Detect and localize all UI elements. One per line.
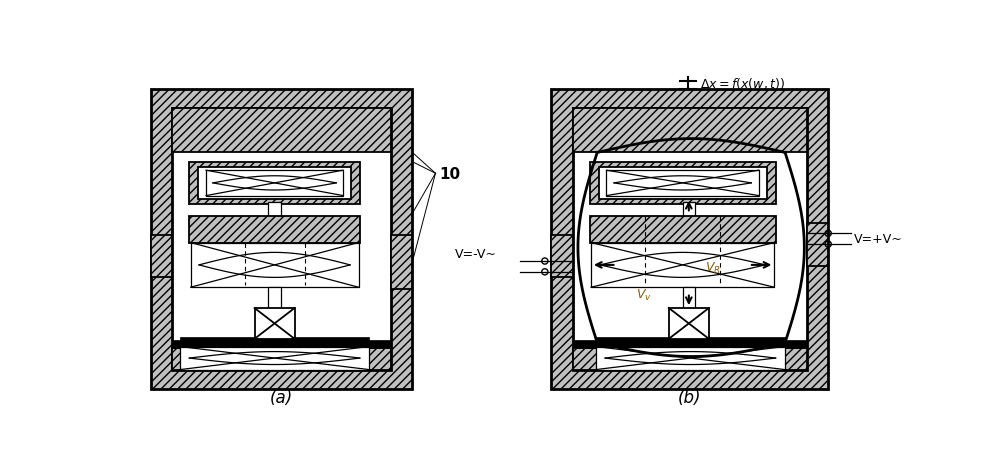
Bar xyxy=(189,163,360,205)
Bar xyxy=(198,168,351,199)
Text: $V_v$: $V_v$ xyxy=(636,288,652,302)
Bar xyxy=(180,347,369,370)
Bar xyxy=(591,243,774,288)
Bar xyxy=(268,288,281,312)
Bar xyxy=(206,171,343,196)
Bar xyxy=(255,308,295,339)
Bar xyxy=(606,171,759,196)
Bar xyxy=(596,337,785,344)
Bar xyxy=(573,341,807,348)
Bar xyxy=(172,341,391,348)
Text: (b): (b) xyxy=(678,388,701,406)
Text: V=-V~: V=-V~ xyxy=(455,247,497,260)
Text: 10: 10 xyxy=(439,166,460,181)
Bar xyxy=(590,163,776,205)
Text: (a): (a) xyxy=(270,388,293,406)
Bar xyxy=(172,348,391,370)
Bar xyxy=(807,224,828,266)
Bar xyxy=(151,89,412,389)
Text: $V_R$: $V_R$ xyxy=(705,261,721,275)
Text: $\Delta x=f(x(w,t))$: $\Delta x=f(x(w,t))$ xyxy=(700,76,785,91)
Bar xyxy=(172,109,391,370)
Text: V=+V~: V=+V~ xyxy=(854,233,902,246)
Bar xyxy=(573,109,807,370)
Bar xyxy=(268,202,281,216)
Bar xyxy=(172,109,391,153)
Bar xyxy=(669,308,709,339)
Bar xyxy=(573,348,807,370)
Bar xyxy=(191,243,359,288)
Bar xyxy=(683,288,695,312)
Bar xyxy=(683,202,695,216)
Bar xyxy=(551,235,573,278)
Bar xyxy=(151,235,172,278)
Bar xyxy=(596,347,785,370)
Bar xyxy=(189,216,360,243)
Bar xyxy=(599,168,767,199)
Bar xyxy=(391,235,412,289)
Bar xyxy=(180,337,369,344)
Bar xyxy=(573,109,807,153)
Bar xyxy=(590,216,776,243)
Bar xyxy=(551,89,828,389)
